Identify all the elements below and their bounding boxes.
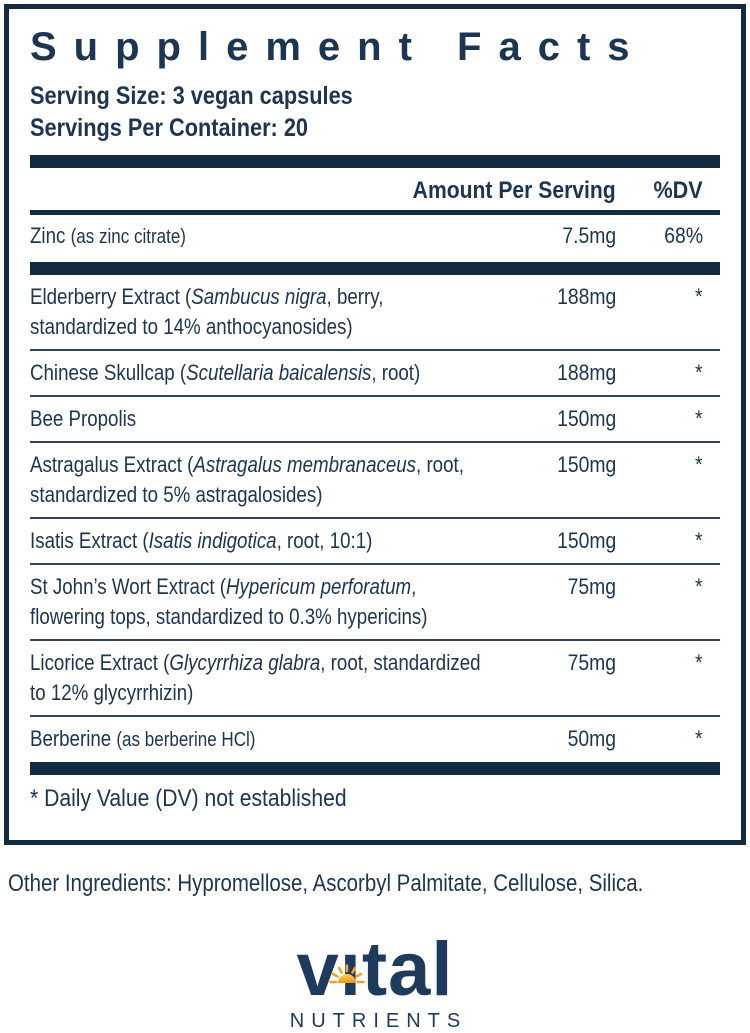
other-ingredients-line: Other Ingredients: Hypromellose, Ascorby… xyxy=(8,870,644,897)
ingredient-amount: 75mg xyxy=(567,574,616,599)
ingredient-amount: 150mg xyxy=(556,406,616,431)
divider-thick-mid xyxy=(30,262,720,275)
supplement-facts-panel: Supplement Facts Serving Size: 3 vegan c… xyxy=(4,4,746,845)
ingredient-name: Chinese Skullcap (Scutellaria baicalensi… xyxy=(30,360,421,385)
ingredient-row: Astragalus Extract (Astragalus membranac… xyxy=(30,441,720,517)
ingredient-amount: 188mg xyxy=(556,360,616,385)
ingredient-name: Astragalus Extract (Astragalus membranac… xyxy=(30,452,464,507)
dv-header: %DV xyxy=(653,177,703,204)
ingredient-row: Licorice Extract (Glycyrrhiza glabra, ro… xyxy=(30,639,720,715)
ingredient-row: Isatis Extract (Isatis indigotica, root,… xyxy=(30,517,720,563)
ingredient-amount: 150mg xyxy=(556,452,616,477)
ingredient-amount: 75mg xyxy=(567,650,616,675)
panel-title: Supplement Facts xyxy=(30,25,647,69)
ingredient-name: Bee Propolis xyxy=(30,406,137,431)
ingredient-dv: * xyxy=(695,574,703,599)
botanical-rows: Elderberry Extract (Sambucus nigra, berr… xyxy=(30,275,720,762)
ingredient-row: Elderberry Extract (Sambucus nigra, berr… xyxy=(30,275,720,349)
sun-icon xyxy=(324,926,370,998)
daily-value-footnote: * Daily Value (DV) not established xyxy=(30,785,347,812)
divider-under-header xyxy=(30,210,720,215)
ingredient-name: Elderberry Extract (Sambucus nigra, berr… xyxy=(30,284,384,339)
brand-logo: vıtal xyxy=(0,927,750,1033)
serving-size: Serving Size: 3 vegan capsules xyxy=(30,82,353,110)
divider-thick-bottom xyxy=(30,762,720,775)
ingredient-name: Licorice Extract (Glycyrrhiza glabra, ro… xyxy=(30,650,481,705)
ingredient-dv: * xyxy=(695,528,703,553)
ingredient-row: Berberine (as berberine HCl) 50mg * xyxy=(30,715,720,762)
ingredient-dv: * xyxy=(695,360,703,385)
ingredient-dv: * xyxy=(695,406,703,431)
ingredient-amount: 7.5mg xyxy=(562,223,616,248)
ingredient-dv: * xyxy=(695,452,703,477)
ingredient-row: Bee Propolis 150mg * xyxy=(30,395,720,441)
servings-per-container: Servings Per Container: 20 xyxy=(30,114,309,142)
ingredient-row: St John’s Wort Extract (Hypericum perfor… xyxy=(30,563,720,639)
ingredient-amount: 150mg xyxy=(556,528,616,553)
ingredient-dv: * xyxy=(695,726,703,751)
ingredient-dv: * xyxy=(695,284,703,309)
brand-wordmark: vıtal xyxy=(296,927,454,1012)
ingredient-name: Berberine (as berberine HCl) xyxy=(30,726,256,751)
ingredient-amount: 188mg xyxy=(556,284,616,309)
amount-per-serving-header: Amount Per Serving xyxy=(412,177,616,204)
divider-thick-top xyxy=(30,155,720,168)
ingredient-dv: 68% xyxy=(664,223,703,248)
ingredient-row: Chinese Skullcap (Scutellaria baicalensi… xyxy=(30,349,720,395)
table-header-row: Amount Per Serving %DV xyxy=(30,168,720,210)
ingredient-name: St John’s Wort Extract (Hypericum perfor… xyxy=(30,574,428,629)
ingredient-dv: * xyxy=(695,650,703,675)
ingredient-name: Isatis Extract (Isatis indigotica, root,… xyxy=(30,528,373,553)
zinc-rows: Zinc (as zinc citrate) 7.5mg 68% xyxy=(30,215,720,262)
ingredient-amount: 50mg xyxy=(567,726,616,751)
ingredient-name: Zinc (as zinc citrate) xyxy=(30,223,186,248)
brand-subname: NUTRIENTS xyxy=(289,1010,468,1032)
ingredient-row: Zinc (as zinc citrate) 7.5mg 68% xyxy=(30,215,720,262)
